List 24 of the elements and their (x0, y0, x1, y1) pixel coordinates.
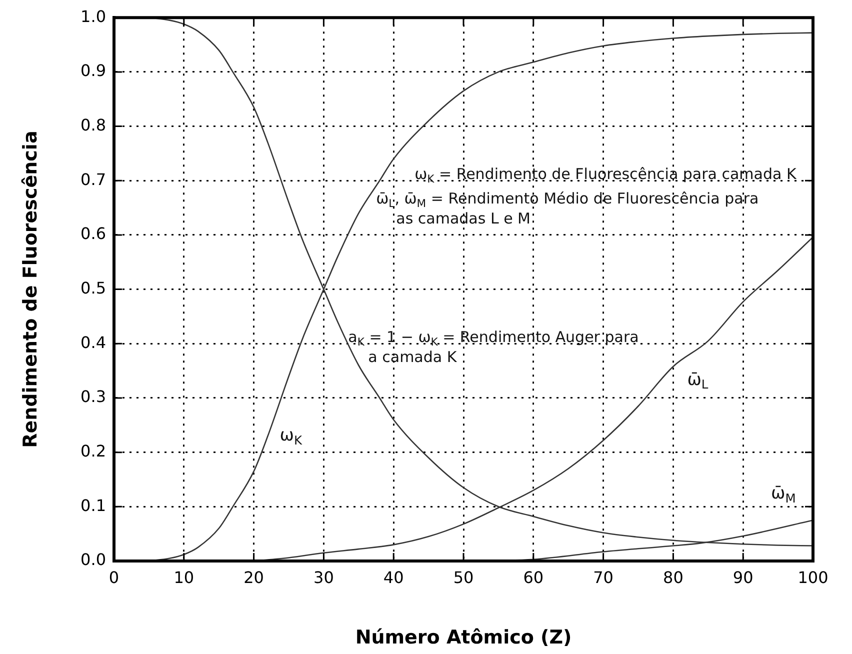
y-tick-label: 0.4 (80, 332, 106, 352)
y-tick-label: 0.2 (80, 441, 106, 460)
x-axis-title: Número Atômico (Z) (355, 626, 572, 649)
x-tick-label: 60 (523, 568, 544, 587)
y-tick-label: 0.6 (80, 224, 106, 244)
x-tick-label: 30 (314, 568, 334, 587)
y-axis-title: Rendimento de Fluorescência (19, 130, 42, 448)
x-tick-label: 50 (453, 568, 474, 587)
y-tick-label: 1.0 (80, 6, 106, 26)
y-tick-label: 0.3 (80, 387, 106, 406)
x-tick-label: 40 (383, 568, 404, 587)
y-tick-label: 0.7 (80, 170, 106, 189)
y-tick-label: 0.9 (80, 61, 106, 80)
x-tick-label: 90 (732, 568, 754, 587)
y-tick-label: 0.1 (80, 496, 106, 515)
x-tick-label: 0 (108, 568, 120, 587)
x-tick-label: 70 (593, 568, 614, 587)
x-tick-label: 80 (663, 568, 684, 587)
x-tick-label: 100 (798, 568, 828, 587)
y-tick-label: 0.8 (80, 115, 106, 134)
x-tick-label: 10 (174, 568, 194, 587)
y-tick-label: 0.0 (80, 550, 106, 570)
y-tick-label: 0.5 (80, 278, 106, 298)
x-tick-label: 20 (244, 568, 264, 587)
